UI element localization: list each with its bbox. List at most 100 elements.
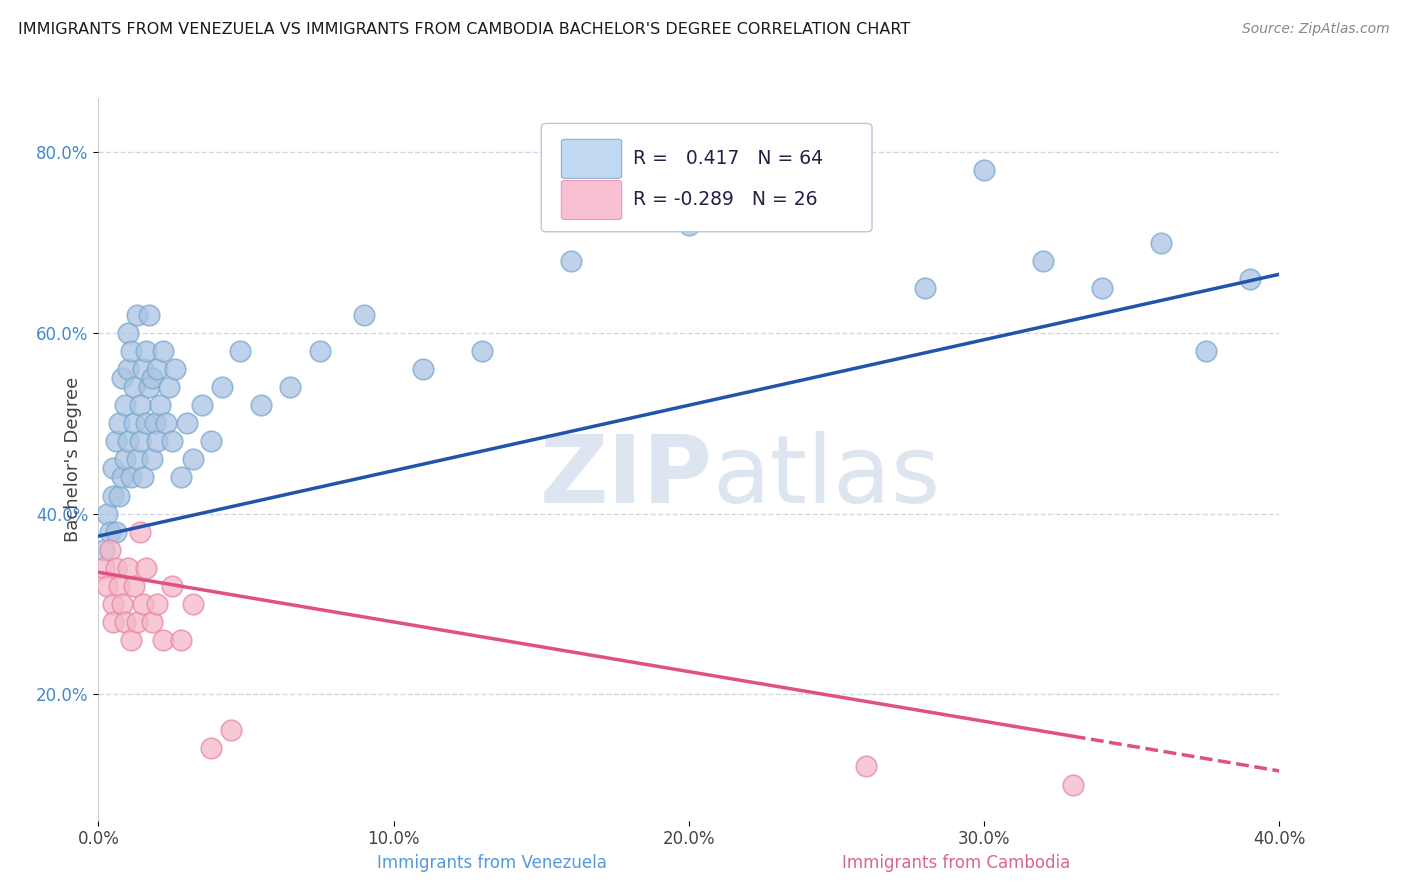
- Point: [103, 615, 125, 629]
- Point: [117, 561, 139, 575]
- Point: [135, 561, 157, 575]
- Point: [117, 326, 139, 340]
- Point: [1150, 235, 1173, 250]
- Text: R =   0.417   N = 64: R = 0.417 N = 64: [634, 149, 824, 169]
- Point: [125, 615, 148, 629]
- Point: [200, 434, 222, 449]
- Point: [120, 344, 142, 359]
- Point: [1195, 344, 1218, 359]
- Point: [105, 434, 128, 449]
- Point: [141, 371, 163, 385]
- FancyBboxPatch shape: [561, 180, 621, 219]
- Point: [120, 633, 142, 648]
- Point: [117, 362, 139, 376]
- Point: [125, 308, 148, 322]
- Point: [170, 470, 193, 484]
- Text: ZIP: ZIP: [540, 432, 713, 524]
- Point: [111, 470, 134, 484]
- Point: [125, 452, 148, 467]
- Point: [1239, 271, 1261, 285]
- Point: [170, 633, 193, 648]
- Text: R = -0.289   N = 26: R = -0.289 N = 26: [634, 191, 818, 210]
- Point: [200, 741, 222, 756]
- Point: [678, 218, 700, 232]
- Point: [114, 452, 136, 467]
- Point: [108, 416, 131, 431]
- Point: [1062, 778, 1084, 792]
- Point: [211, 380, 233, 394]
- Point: [353, 308, 375, 322]
- Point: [135, 416, 157, 431]
- Point: [162, 434, 183, 449]
- Point: [103, 461, 125, 475]
- Point: [138, 380, 160, 394]
- Point: [143, 416, 166, 431]
- Point: [108, 489, 131, 503]
- Point: [103, 489, 125, 503]
- Point: [105, 561, 128, 575]
- Point: [114, 615, 136, 629]
- Point: [105, 524, 128, 539]
- Text: Immigrants from Venezuela: Immigrants from Venezuela: [377, 855, 607, 872]
- Point: [120, 470, 142, 484]
- Point: [1091, 281, 1114, 295]
- Point: [796, 190, 818, 204]
- Point: [221, 723, 243, 738]
- Text: IMMIGRANTS FROM VENEZUELA VS IMMIGRANTS FROM CAMBODIA BACHELOR'S DEGREE CORRELAT: IMMIGRANTS FROM VENEZUELA VS IMMIGRANTS …: [18, 22, 911, 37]
- Point: [96, 507, 118, 521]
- Text: atlas: atlas: [713, 432, 941, 524]
- Point: [146, 362, 169, 376]
- Point: [855, 759, 877, 773]
- Point: [122, 579, 145, 593]
- Point: [96, 579, 118, 593]
- Point: [98, 542, 121, 557]
- Point: [191, 398, 214, 412]
- Point: [914, 281, 936, 295]
- Text: Immigrants from Cambodia: Immigrants from Cambodia: [842, 855, 1070, 872]
- Point: [98, 524, 121, 539]
- Point: [103, 597, 125, 611]
- Point: [176, 416, 198, 431]
- Point: [181, 597, 204, 611]
- Point: [138, 308, 160, 322]
- Point: [128, 434, 150, 449]
- Point: [181, 452, 204, 467]
- Point: [165, 362, 187, 376]
- Point: [1032, 253, 1054, 268]
- Point: [149, 398, 172, 412]
- Point: [412, 362, 434, 376]
- Point: [141, 452, 163, 467]
- Point: [146, 597, 169, 611]
- FancyBboxPatch shape: [561, 139, 621, 178]
- Point: [117, 434, 139, 449]
- Point: [111, 597, 134, 611]
- Point: [155, 416, 177, 431]
- Point: [132, 597, 155, 611]
- FancyBboxPatch shape: [541, 123, 872, 232]
- Point: [309, 344, 332, 359]
- Point: [132, 470, 155, 484]
- Point: [157, 380, 180, 394]
- Point: [162, 579, 183, 593]
- Point: [93, 561, 115, 575]
- Point: [152, 633, 174, 648]
- Text: Source: ZipAtlas.com: Source: ZipAtlas.com: [1241, 22, 1389, 37]
- Point: [141, 615, 163, 629]
- Point: [128, 398, 150, 412]
- Point: [122, 380, 145, 394]
- Point: [135, 344, 157, 359]
- Point: [973, 163, 995, 178]
- Point: [560, 253, 582, 268]
- Point: [250, 398, 273, 412]
- Point: [132, 362, 155, 376]
- Point: [471, 344, 494, 359]
- Point: [114, 398, 136, 412]
- Point: [152, 344, 174, 359]
- Point: [146, 434, 169, 449]
- Point: [93, 542, 115, 557]
- Point: [108, 579, 131, 593]
- Point: [122, 416, 145, 431]
- Y-axis label: Bachelor's Degree: Bachelor's Degree: [63, 376, 82, 542]
- Point: [229, 344, 252, 359]
- Point: [111, 371, 134, 385]
